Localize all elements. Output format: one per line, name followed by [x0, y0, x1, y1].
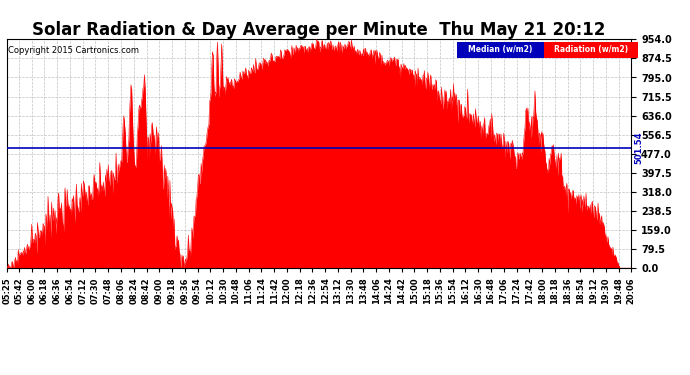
- Text: 501.54: 501.54: [635, 132, 644, 164]
- Text: Median (w/m2): Median (w/m2): [468, 45, 533, 54]
- Text: Copyright 2015 Cartronics.com: Copyright 2015 Cartronics.com: [8, 46, 139, 55]
- Title: Solar Radiation & Day Average per Minute  Thu May 21 20:12: Solar Radiation & Day Average per Minute…: [32, 21, 606, 39]
- FancyBboxPatch shape: [544, 42, 638, 58]
- Text: Radiation (w/m2): Radiation (w/m2): [553, 45, 628, 54]
- FancyBboxPatch shape: [457, 42, 544, 58]
